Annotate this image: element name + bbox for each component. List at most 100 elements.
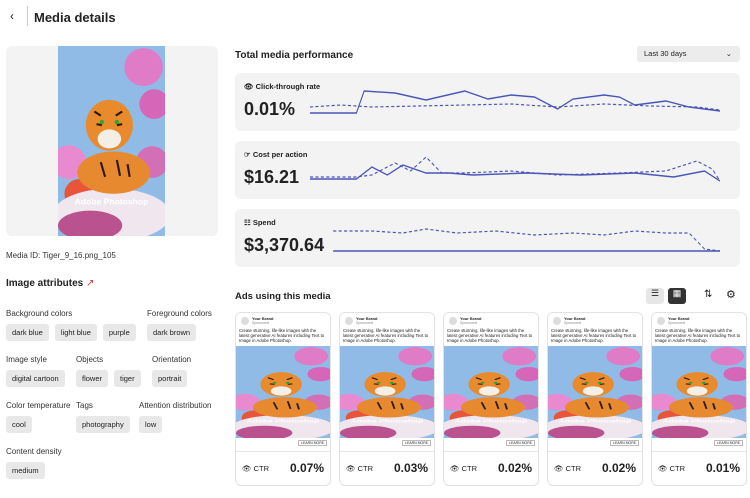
eye-icon: 👁: [658, 464, 668, 473]
chip-row: photography: [76, 416, 130, 433]
ad-sponsored: Sponsored: [356, 321, 373, 325]
eye-icon: 👁: [450, 464, 460, 473]
metric-icon: ☷: [244, 218, 251, 227]
attribute-chip: dark brown: [147, 324, 197, 341]
tiger-art: Adobe Photoshop: [444, 346, 538, 441]
ad-metric: 👁 CTR: [450, 464, 477, 473]
attributes-title-text: Image attributes: [6, 278, 84, 289]
chip-row: digital cartoon: [6, 370, 65, 387]
eye-icon: 👁: [346, 464, 356, 473]
ad-metric-value: 0.02%: [601, 461, 636, 475]
attribute-group: Foreground colors dark brown: [147, 309, 212, 341]
ad-metric: 👁 CTR: [346, 464, 373, 473]
metric-value: $3,370.64: [244, 235, 325, 255]
ad-metric-label: CTR: [461, 464, 478, 473]
chip-row: flower tiger: [76, 370, 141, 387]
ad-text: Create stunning, life-like images with t…: [551, 328, 637, 343]
trend-line-dashed: [309, 103, 721, 111]
metric-label-text: Spend: [252, 218, 276, 227]
trend-line: [310, 90, 721, 114]
ad-brand: Your Brand: [356, 316, 378, 321]
brand-avatar: [553, 317, 561, 325]
sparkline: [310, 221, 721, 255]
ad-brand: Your Brand: [460, 316, 482, 321]
ad-image: Adobe Photoshop: [548, 346, 642, 441]
attribute-group: Tags photography: [76, 401, 130, 433]
attribute-chip: photography: [76, 416, 130, 433]
sort-button[interactable]: ⇅: [704, 289, 713, 300]
ad-sponsored: Sponsored: [460, 321, 477, 325]
sparkline-svg: [309, 90, 721, 114]
image-overlay-text: Adobe Photoshop: [351, 419, 424, 424]
attribute-label: Objects: [76, 355, 104, 364]
attribute-label: Orientation: [152, 355, 192, 364]
attribute-chip: low: [139, 416, 163, 433]
chip-row: cool: [6, 416, 70, 433]
metric-label-text: Click-through rate: [255, 82, 321, 91]
ad-metric-label: CTR: [669, 464, 686, 473]
chip-row: portrait: [152, 370, 191, 387]
attribute-chip: cool: [6, 416, 32, 433]
ad-divider: [340, 451, 434, 452]
ad-image: Adobe Photoshop: [652, 346, 746, 441]
ad-cta: LEARN MORE: [506, 440, 536, 446]
eye-icon: 👁: [554, 464, 564, 473]
ad-divider: [236, 451, 330, 452]
ad-cta: LEARN MORE: [610, 440, 640, 446]
tiger-art: Adobe Photoshop: [236, 346, 330, 441]
ad-metric: 👁 CTR: [658, 464, 685, 473]
brand-avatar: [657, 317, 665, 325]
ad-image: Adobe Photoshop: [340, 346, 434, 441]
ad-metric: 👁 CTR: [242, 464, 269, 473]
attribute-chip: light blue: [54, 324, 97, 341]
back-button[interactable]: ‹: [10, 9, 14, 23]
image-overlay-text: Adobe Photoshop: [75, 196, 149, 206]
range-dropdown[interactable]: Last 30 days ⌄: [637, 46, 740, 62]
metric-icon: 👁: [244, 82, 254, 91]
attribute-label: Background colors: [6, 309, 73, 318]
ad-image: Adobe Photoshop: [236, 346, 330, 441]
attribute-label: Color temperature: [6, 401, 71, 410]
attribute-label: Tags: [76, 401, 93, 410]
attribute-group: Content density medium: [6, 447, 62, 479]
ad-divider: [444, 451, 538, 452]
ad-image: Adobe Photoshop: [444, 346, 538, 441]
brand-avatar: [345, 317, 353, 325]
list-view-button[interactable]: ☰: [646, 288, 664, 304]
sparkline: [310, 153, 721, 187]
metric-value: $16.21: [244, 167, 300, 187]
sparkline: [309, 85, 721, 119]
settings-button[interactable]: ⚙: [726, 289, 736, 301]
ad-text: Create stunning, life-like images with t…: [239, 328, 325, 343]
ad-card: Your Brand Sponsored Create stunning, life…: [235, 312, 331, 486]
ad-divider: [548, 451, 642, 452]
ad-brand: Your Brand: [564, 316, 586, 321]
attribute-label: Image style: [6, 355, 47, 364]
ad-metric-value: 0.07%: [289, 461, 324, 475]
attribute-chip: dark blue: [6, 324, 49, 341]
attribute-label: Foreground colors: [147, 309, 212, 318]
ad-text: Create stunning, life-like images with t…: [447, 328, 533, 343]
ad-metric-label: CTR: [565, 464, 582, 473]
ad-sponsored: Sponsored: [564, 321, 581, 325]
performance-title: Total media performance: [235, 50, 354, 61]
ad-brand: Your Brand: [252, 316, 274, 321]
metric-icon: ☞: [244, 150, 251, 159]
attribute-chip: medium: [6, 462, 45, 479]
grid-view-button[interactable]: ▦: [668, 288, 686, 304]
trend-line-dashed: [333, 228, 721, 252]
chip-row: dark blue light blue purple: [6, 324, 136, 341]
tiger-art: Adobe Photoshop: [652, 346, 746, 441]
media-preview: Adobe Photoshop: [6, 46, 218, 242]
ad-brand: Your Brand: [668, 316, 690, 321]
attribute-group: Color temperature cool: [6, 401, 70, 433]
attribute-chip: flower: [76, 370, 109, 387]
image-overlay-text: Adobe Photoshop: [663, 419, 736, 424]
attribute-group: Image style digital cartoon: [6, 355, 65, 387]
attribute-group: Orientation portrait: [152, 355, 191, 387]
divider: [27, 6, 28, 26]
metric-label: ☞ Cost per action: [244, 150, 307, 159]
attribute-chip: portrait: [152, 370, 188, 387]
external-link-icon[interactable]: ↗: [86, 278, 95, 289]
chip-row: dark brown: [147, 324, 212, 341]
